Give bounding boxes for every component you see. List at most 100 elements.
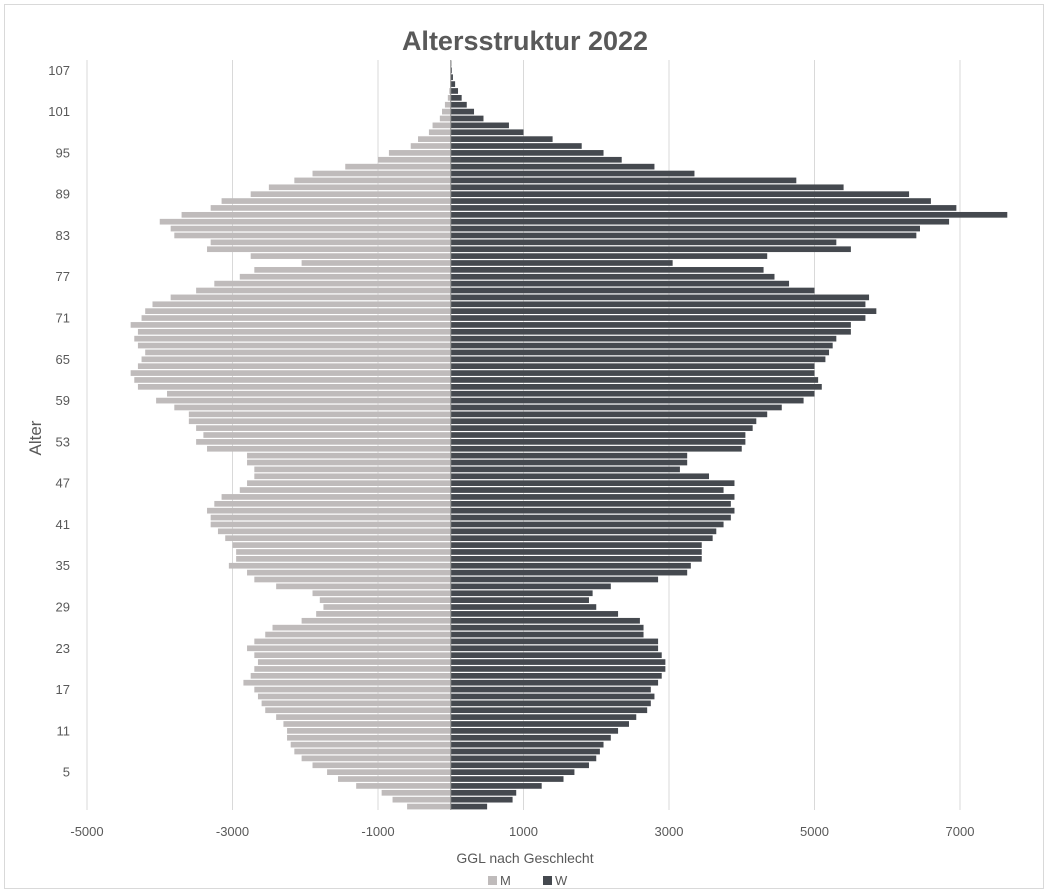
bar-w-age-33 bbox=[450, 576, 659, 583]
bar-m-age-60 bbox=[167, 390, 451, 397]
bar-m-age-59 bbox=[156, 397, 451, 404]
bar-w-age-93 bbox=[450, 163, 655, 170]
bar-m-age-85 bbox=[159, 218, 451, 225]
bar-w-age-60 bbox=[450, 390, 815, 397]
bar-w-age-98 bbox=[450, 129, 524, 136]
bar-m-age-74 bbox=[170, 294, 451, 301]
bar-w-age-58 bbox=[450, 404, 782, 411]
bar-m-age-98 bbox=[428, 129, 451, 136]
bar-m-age-54 bbox=[203, 432, 451, 438]
bar-w-age-74 bbox=[450, 294, 870, 301]
bar-m-age-7 bbox=[301, 755, 451, 762]
bar-w-age-20 bbox=[450, 666, 666, 672]
bar-m-age-37 bbox=[236, 549, 451, 555]
bar-m-age-70 bbox=[130, 322, 451, 328]
bar-m-age-19 bbox=[250, 672, 451, 679]
bar-w-age-52 bbox=[450, 445, 742, 452]
bar-m-age-50 bbox=[247, 459, 451, 466]
bar-w-age-10 bbox=[450, 734, 611, 741]
bar-m-age-10 bbox=[287, 734, 451, 741]
bar-w-age-77 bbox=[450, 273, 775, 280]
x-tick-label-0: -5000 bbox=[70, 824, 103, 839]
bar-m-age-67 bbox=[137, 342, 451, 349]
bar-m-age-71 bbox=[141, 315, 451, 321]
bar-w-age-37 bbox=[450, 549, 702, 555]
bar-m-age-55 bbox=[196, 425, 451, 431]
bar-w-age-53 bbox=[450, 439, 746, 445]
bar-w-age-11 bbox=[450, 728, 619, 734]
bar-m-age-100 bbox=[439, 115, 451, 122]
bar-w-age-50 bbox=[450, 459, 688, 466]
bar-w-age-22 bbox=[450, 652, 662, 659]
y-tick-label-7: 47 bbox=[56, 476, 70, 491]
bar-w-age-102 bbox=[450, 101, 467, 108]
bar-m-age-82 bbox=[210, 239, 451, 246]
bar-w-age-17 bbox=[450, 686, 651, 693]
bar-m-age-76 bbox=[214, 280, 451, 287]
bar-m-age-12 bbox=[283, 721, 451, 727]
bar-m-age-52 bbox=[207, 445, 451, 452]
y-tick-label-2: 17 bbox=[56, 682, 70, 697]
y-tick-label-15: 95 bbox=[56, 145, 70, 160]
bar-m-age-79 bbox=[301, 260, 451, 266]
bar-m-age-24 bbox=[254, 638, 451, 645]
bar-w-age-7 bbox=[450, 755, 597, 762]
bar-w-age-103 bbox=[450, 95, 462, 101]
bar-m-age-6 bbox=[312, 762, 451, 769]
bar-m-age-90 bbox=[268, 184, 451, 191]
bar-w-age-100 bbox=[450, 115, 484, 122]
bar-m-age-77 bbox=[239, 273, 451, 280]
bar-w-age-24 bbox=[450, 638, 659, 645]
bar-w-age-87 bbox=[450, 205, 957, 211]
bar-w-age-82 bbox=[450, 239, 837, 246]
bar-w-age-29 bbox=[450, 604, 597, 610]
bar-m-age-42 bbox=[210, 514, 451, 521]
bar-m-age-26 bbox=[272, 624, 451, 631]
bar-w-age-34 bbox=[450, 569, 688, 576]
bar-w-age-72 bbox=[450, 308, 877, 314]
bar-w-age-0 bbox=[450, 803, 488, 810]
y-tick-label-4: 29 bbox=[56, 600, 70, 615]
y-tick-label-0: 5 bbox=[63, 765, 70, 780]
bar-w-age-14 bbox=[450, 707, 648, 714]
bar-w-age-47 bbox=[450, 480, 735, 487]
bar-m-age-64 bbox=[137, 363, 451, 370]
bar-m-age-36 bbox=[236, 556, 451, 562]
bar-m-age-97 bbox=[418, 136, 451, 142]
legend-swatch-m bbox=[488, 876, 497, 885]
bar-w-age-42 bbox=[450, 514, 731, 521]
bar-w-age-21 bbox=[450, 659, 666, 665]
bar-w-age-55 bbox=[450, 425, 753, 431]
bar-m-age-16 bbox=[257, 693, 451, 700]
bar-m-age-78 bbox=[254, 267, 451, 273]
bar-w-age-85 bbox=[450, 218, 950, 225]
x-tick-label-3: 1000 bbox=[509, 824, 538, 839]
bar-w-age-104 bbox=[450, 88, 459, 94]
y-tick-label-17: 107 bbox=[48, 63, 70, 78]
bar-m-age-99 bbox=[432, 122, 451, 129]
bar-w-age-64 bbox=[450, 363, 815, 370]
bar-m-age-25 bbox=[265, 631, 451, 638]
bar-m-age-32 bbox=[276, 583, 451, 590]
bar-m-age-61 bbox=[137, 383, 451, 390]
bar-w-age-73 bbox=[450, 301, 866, 308]
bar-w-age-66 bbox=[450, 349, 830, 356]
bar-m-age-87 bbox=[210, 205, 451, 211]
bar-m-age-30 bbox=[319, 597, 451, 603]
bar-w-age-97 bbox=[450, 136, 553, 142]
bar-m-age-8 bbox=[294, 748, 451, 755]
x-tick-label-6: 7000 bbox=[946, 824, 975, 839]
bar-m-age-103 bbox=[447, 95, 451, 101]
bar-m-age-91 bbox=[294, 177, 451, 184]
bar-w-age-89 bbox=[450, 191, 910, 198]
bar-m-age-15 bbox=[261, 700, 451, 707]
bar-w-age-81 bbox=[450, 246, 851, 253]
chart-frame: Altersstruktur 2022 -5000 -3000 -1000 1000 3… bbox=[4, 4, 1044, 889]
bar-m-age-14 bbox=[265, 707, 451, 714]
bar-m-age-96 bbox=[410, 143, 451, 149]
bar-m-age-9 bbox=[290, 741, 451, 748]
bar-w-age-83 bbox=[450, 232, 917, 239]
bar-m-age-89 bbox=[250, 191, 451, 198]
bar-w-age-99 bbox=[450, 122, 509, 129]
bar-w-age-78 bbox=[450, 267, 764, 273]
